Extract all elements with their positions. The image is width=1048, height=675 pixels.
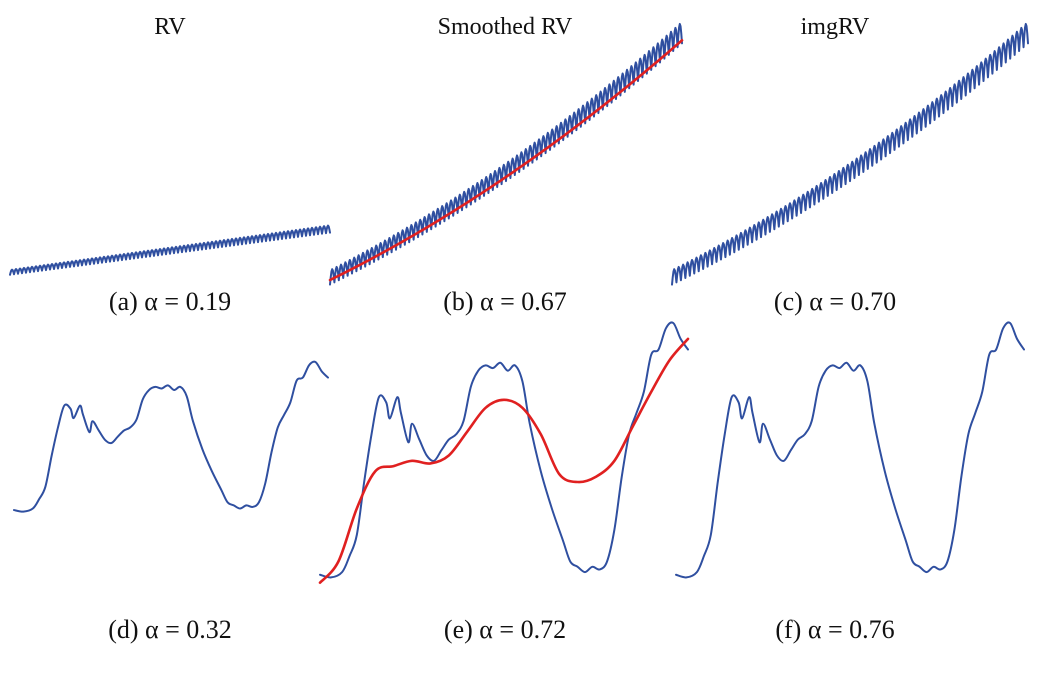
panel-e-smoothed-line: [318, 337, 690, 584]
panel-d-raw-line: [13, 360, 329, 513]
caption-e: (e) α = 0.72: [444, 615, 566, 644]
panel-b-raw-line: [329, 22, 683, 286]
panel-a-chart: [9, 224, 331, 276]
panel-b-chart: [328, 22, 684, 286]
panel-e-raw-line: [319, 321, 689, 579]
caption-a: (a) α = 0.19: [109, 287, 231, 316]
panel-d-chart: [13, 360, 329, 513]
panel-f-chart: [675, 321, 1025, 579]
column-title-imgrv: imgRV: [801, 14, 870, 40]
panel-b-smoothed-line: [328, 39, 684, 282]
caption-c: (c) α = 0.70: [774, 287, 896, 316]
panel-e-chart: [318, 321, 690, 584]
panel-f-raw-line: [675, 321, 1025, 579]
caption-b: (b) α = 0.67: [443, 287, 567, 316]
column-title-smoothed-rv: Smoothed RV: [438, 14, 573, 40]
panel-a-raw-line: [9, 224, 331, 276]
panel-c-raw-line: [671, 22, 1029, 286]
caption-d: (d) α = 0.32: [108, 615, 232, 644]
panel-c-chart: [671, 22, 1029, 286]
caption-f: (f) α = 0.76: [775, 615, 894, 644]
column-title-rv: RV: [154, 14, 186, 40]
